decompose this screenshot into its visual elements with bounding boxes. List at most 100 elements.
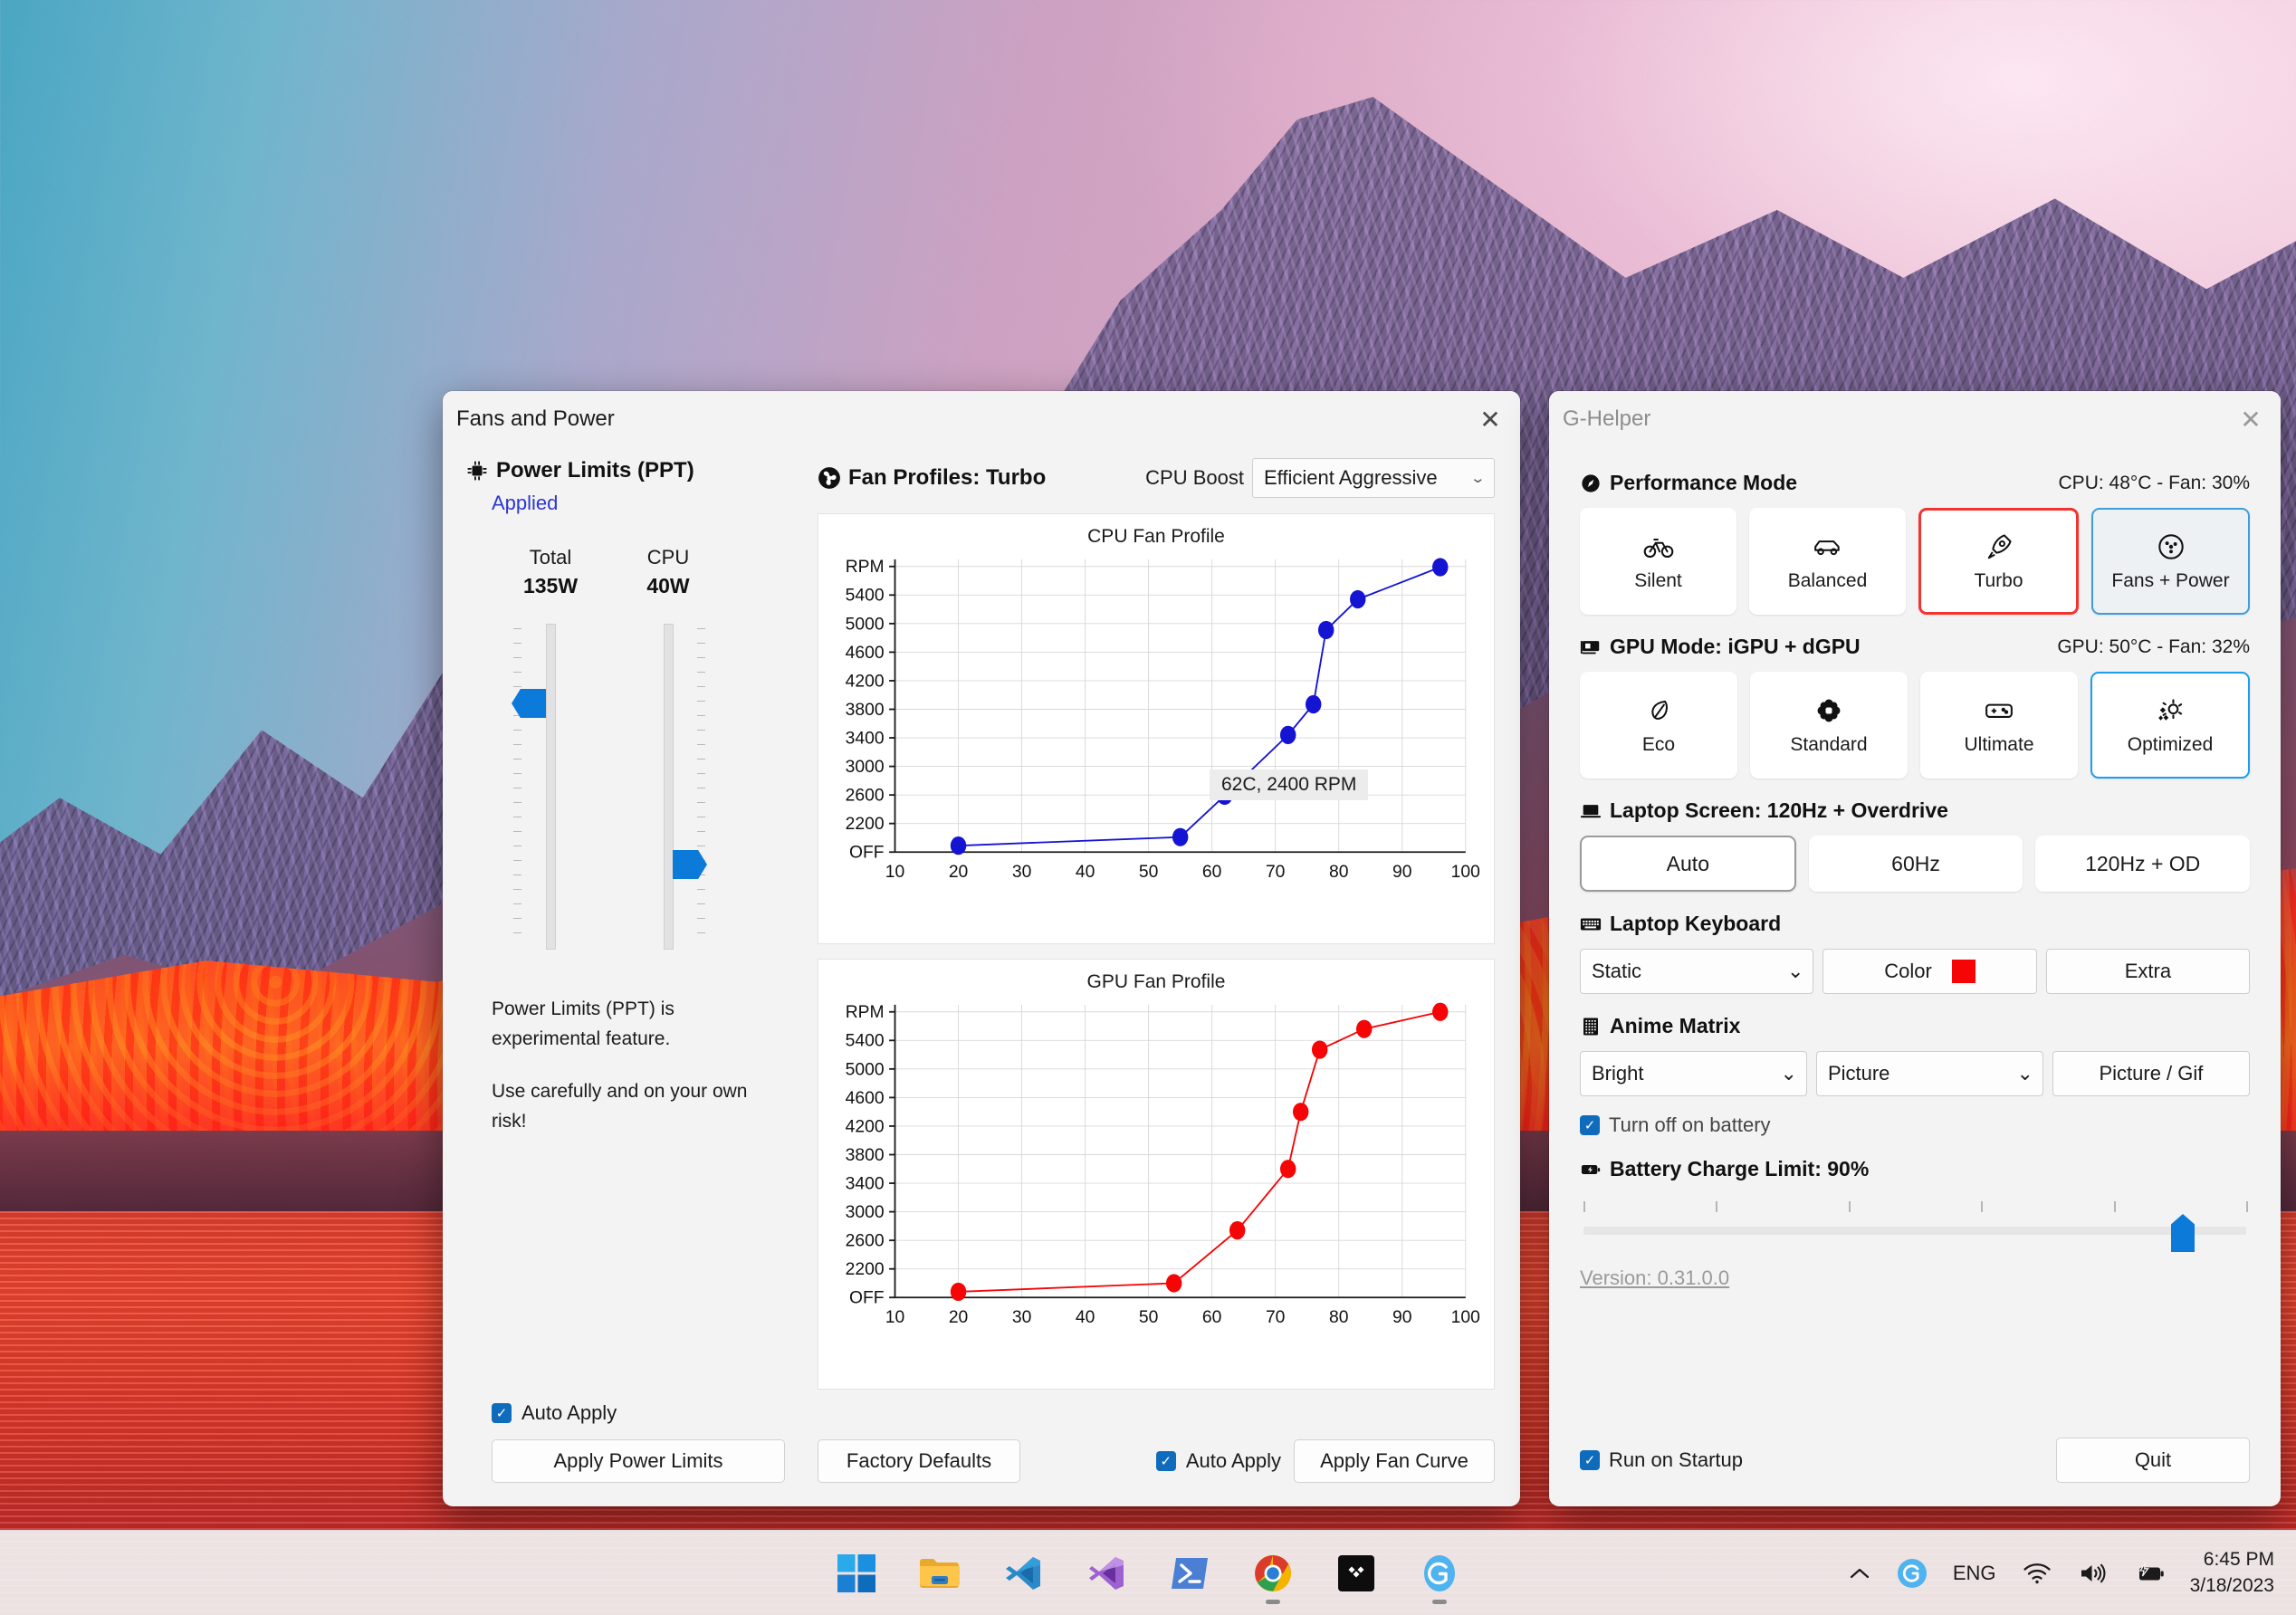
vscode-button[interactable] [981,1536,1065,1610]
total-slider-ticks [513,628,521,945]
file-explorer-button[interactable] [898,1536,981,1610]
gpu-mode-heading-text: GPU Mode: iGPU + dGPU [1610,635,1861,658]
fans-window-titlebar: Fans and Power ✕ [443,391,1520,447]
gpu-tile-optimized[interactable]: Optimized [2090,672,2250,779]
volume-button[interactable] [2065,1536,2121,1610]
tray-g-helper-icon[interactable] [1884,1536,1940,1610]
cpu-slider-track[interactable] [663,624,674,950]
screen-option-60hz[interactable]: 60Hz [1808,836,2023,892]
chevron-down-icon: ⌄ [1786,960,1804,982]
cpu-boost-select[interactable]: Efficient Aggressive ⌄ [1252,458,1495,498]
total-slider-track[interactable] [545,624,556,950]
battery-slider-ticks [1583,1201,2248,1214]
cpu-fan-profile-chart[interactable]: CPU Fan Profile OFF 2200 2600 3000 3400 3800 4… [818,513,1495,944]
apply-fan-curve-button[interactable]: Apply Fan Curve [1294,1439,1495,1483]
power-limits-actions: ✓ Auto Apply Apply Power Limits [465,1401,805,1506]
keyboard-color-swatch[interactable] [1951,960,1976,983]
cpu-chart-plot[interactable]: OFF 2200 2600 3000 3400 3800 4200 4600 5000 5400 R… [818,548,1494,901]
power-limit-sliders [492,624,727,950]
keyboard-mode-select[interactable]: Static ⌄ [1580,949,1814,994]
perf-tile-silent-label: Silent [1634,569,1682,591]
close-icon[interactable]: ✕ [1479,405,1501,434]
battery-charge-limit-slider[interactable] [1580,1201,2250,1252]
language-indicator[interactable]: ENG [1940,1536,2009,1610]
g-helper-icon [1424,1554,1455,1591]
close-icon[interactable]: ✕ [2240,405,2262,434]
svg-text:100: 100 [1451,863,1480,882]
clock[interactable]: 6:45 PM 3/18/2023 [2179,1547,2283,1599]
anime-matrix-heading: Anime Matrix [1580,1014,1740,1038]
gpu-tile-ultimate[interactable]: Ultimate [1920,672,2078,779]
gamepad-icon [1985,695,2014,726]
factory-defaults-button[interactable]: Factory Defaults [818,1439,1020,1483]
total-power-value: 135W [522,574,579,597]
screen-option-120hz-od[interactable]: 120Hz + OD [2035,836,2251,892]
keyboard-extra-button[interactable]: Extra [2045,949,2250,994]
power-auto-apply-checkbox[interactable]: ✓ Auto Apply [492,1401,805,1425]
turn-off-on-battery-checkbox[interactable]: ✓ Turn off on battery [1580,1113,2250,1137]
g-helper-button[interactable] [1398,1536,1481,1610]
visual-studio-icon [1089,1556,1124,1590]
gpu-chart-plot[interactable]: OFF 2200 2600 3000 3400 3800 4200 4600 5000 5400 R… [818,993,1494,1346]
svg-text:4200: 4200 [846,672,885,691]
fan-auto-apply-checkbox[interactable]: ✓ Auto Apply [1155,1449,1281,1473]
start-button[interactable] [815,1536,898,1610]
perf-tile-turbo[interactable]: Turbo [1918,508,2079,615]
battery-limit-heading-text: Battery Charge Limit: 90% [1610,1157,1870,1180]
perf-tile-balanced[interactable]: Balanced [1749,508,1906,615]
cpu-chart-tooltip: 62C, 2400 RPM [1210,769,1369,800]
anime-source-select[interactable]: Picture ⌄ [1815,1051,2043,1096]
gpu-tile-standard-label: Standard [1790,733,1868,755]
powershell-button[interactable] [1148,1536,1231,1610]
svg-text:RPM: RPM [846,1003,885,1022]
checkbox-check-icon: ✓ [1580,1115,1600,1135]
svg-text:2200: 2200 [846,1260,885,1279]
apply-power-limits-button[interactable]: Apply Power Limits [492,1439,785,1483]
gauge-icon [1580,473,1602,494]
keyboard-mode-value: Static [1592,960,1642,982]
car-icon [1813,531,1843,562]
svg-text:OFF: OFF [849,844,885,863]
svg-text:30: 30 [1012,863,1031,882]
cpu-chart-title: CPU Fan Profile [1087,526,1225,547]
keyboard-color-button[interactable]: Color [1822,949,2037,994]
perf-tile-fans-power[interactable]: Fans + Power [2091,508,2250,615]
wifi-button[interactable] [2009,1536,2065,1610]
ghelper-body: Performance Mode CPU: 48°C - Fan: 30% Si… [1549,447,2281,1506]
svg-text:3400: 3400 [846,1174,885,1193]
chevron-down-icon: ⌄ [1469,471,1487,486]
folder-icon [920,1558,960,1588]
screen-option-auto[interactable]: Auto [1580,836,1796,892]
total-power-slider[interactable] [492,624,609,950]
cpu-power-slider[interactable] [609,624,727,950]
quit-button[interactable]: Quit [2056,1438,2250,1483]
visual-studio-button[interactable] [1065,1536,1148,1610]
g-helper-window: G-Helper ✕ Performance Mode CPU: 48°C - … [1549,391,2281,1506]
perf-tile-turbo-label: Turbo [1974,569,2023,591]
run-on-startup-checkbox[interactable]: ✓ Run on Startup [1580,1448,1743,1472]
taskbar-app-list [815,1536,1481,1610]
chrome-button[interactable] [1231,1536,1315,1610]
svg-text:10: 10 [885,863,904,882]
anime-brightness-select[interactable]: Bright ⌄ [1580,1051,1807,1096]
svg-text:2600: 2600 [846,787,885,806]
battery-slider-thumb[interactable] [2171,1214,2195,1252]
tidal-button[interactable] [1315,1536,1398,1610]
perf-tile-silent[interactable]: Silent [1580,508,1736,615]
anime-picture-gif-button[interactable]: Picture / Gif [2052,1051,2250,1096]
battery-slider-rail[interactable] [1583,1227,2246,1235]
power-limits-note-line2: Use carefully and on your own risk! [492,1081,748,1132]
version-link[interactable]: Version: 0.31.0.0 [1580,1266,1730,1289]
total-power-label: Total [529,546,572,569]
ghelper-titlebar: G-Helper ✕ [1549,391,2281,447]
svg-text:OFF: OFF [849,1289,885,1308]
checkbox-check-icon: ✓ [1155,1451,1176,1471]
gpu-tile-eco[interactable]: Eco [1580,672,1737,779]
system-tray: ENG [1835,1531,2296,1615]
gpu-fan-profile-chart[interactable]: GPU Fan Profile OFF 2200 2600 3000 3400 3800 4… [818,959,1495,1390]
battery-button[interactable] [2121,1536,2179,1610]
svg-text:3000: 3000 [846,1203,885,1222]
svg-text:40: 40 [1076,1308,1095,1327]
tray-expand-button[interactable] [1835,1536,1884,1610]
gpu-tile-standard[interactable]: Standard [1750,672,1908,779]
